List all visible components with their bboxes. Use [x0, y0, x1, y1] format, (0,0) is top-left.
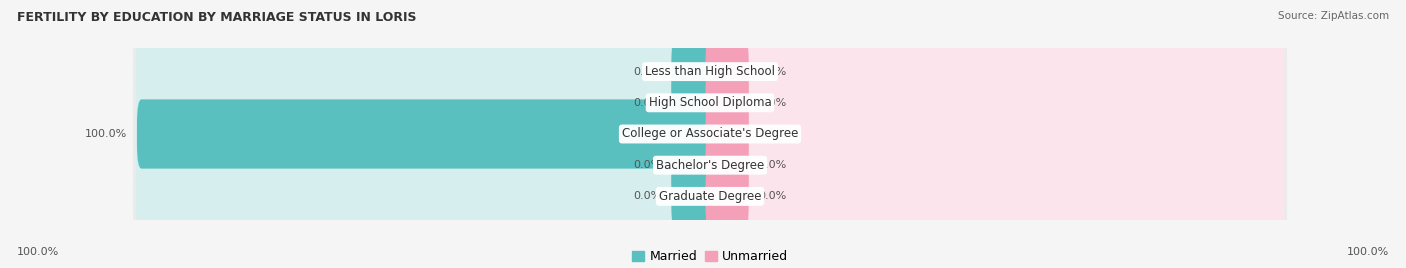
FancyBboxPatch shape: [136, 93, 716, 175]
Text: 0.0%: 0.0%: [758, 67, 786, 77]
FancyBboxPatch shape: [134, 137, 1286, 255]
FancyBboxPatch shape: [134, 13, 1286, 131]
FancyBboxPatch shape: [134, 75, 1286, 193]
FancyBboxPatch shape: [706, 99, 748, 169]
FancyBboxPatch shape: [704, 62, 1284, 144]
FancyBboxPatch shape: [706, 68, 748, 137]
Text: Less than High School: Less than High School: [645, 65, 775, 78]
FancyBboxPatch shape: [134, 44, 1286, 162]
Text: 0.0%: 0.0%: [758, 160, 786, 170]
FancyBboxPatch shape: [672, 131, 714, 200]
FancyBboxPatch shape: [704, 155, 1284, 237]
Text: FERTILITY BY EDUCATION BY MARRIAGE STATUS IN LORIS: FERTILITY BY EDUCATION BY MARRIAGE STATU…: [17, 11, 416, 24]
Text: 0.0%: 0.0%: [634, 160, 662, 170]
Text: Source: ZipAtlas.com: Source: ZipAtlas.com: [1278, 11, 1389, 21]
Text: High School Diploma: High School Diploma: [648, 96, 772, 109]
FancyBboxPatch shape: [672, 162, 714, 231]
FancyBboxPatch shape: [134, 106, 1286, 224]
FancyBboxPatch shape: [136, 62, 716, 144]
Text: College or Associate's Degree: College or Associate's Degree: [621, 128, 799, 140]
Text: 0.0%: 0.0%: [634, 191, 662, 201]
Text: Graduate Degree: Graduate Degree: [659, 190, 761, 203]
FancyBboxPatch shape: [672, 37, 714, 106]
Legend: Married, Unmarried: Married, Unmarried: [627, 245, 793, 268]
FancyBboxPatch shape: [136, 99, 714, 169]
FancyBboxPatch shape: [136, 31, 716, 113]
FancyBboxPatch shape: [706, 162, 748, 231]
FancyBboxPatch shape: [136, 155, 716, 237]
FancyBboxPatch shape: [672, 68, 714, 137]
Text: 0.0%: 0.0%: [758, 191, 786, 201]
Text: 0.0%: 0.0%: [758, 98, 786, 108]
FancyBboxPatch shape: [136, 124, 716, 206]
FancyBboxPatch shape: [704, 31, 1284, 113]
Text: 100.0%: 100.0%: [1347, 247, 1389, 257]
Text: 100.0%: 100.0%: [17, 247, 59, 257]
FancyBboxPatch shape: [704, 93, 1284, 175]
Text: 0.0%: 0.0%: [758, 129, 786, 139]
Text: 100.0%: 100.0%: [84, 129, 128, 139]
FancyBboxPatch shape: [706, 37, 748, 106]
Text: 0.0%: 0.0%: [634, 67, 662, 77]
FancyBboxPatch shape: [704, 124, 1284, 206]
Text: Bachelor's Degree: Bachelor's Degree: [657, 159, 763, 172]
Text: 0.0%: 0.0%: [634, 98, 662, 108]
FancyBboxPatch shape: [706, 131, 748, 200]
